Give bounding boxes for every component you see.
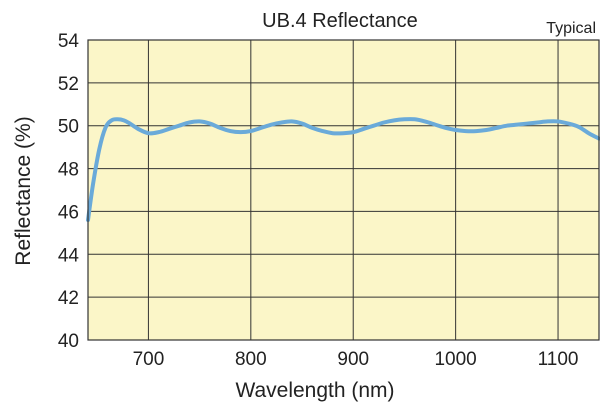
- reflectance-series-line: [86, 117, 600, 222]
- x-tick-labels: 700 800 900 1000 1100: [133, 349, 579, 370]
- x-tick-label: 900: [337, 349, 369, 370]
- y-tick-label: 50: [58, 117, 79, 138]
- chart-note: Typical: [546, 20, 596, 37]
- x-tick-label: 700: [133, 349, 165, 370]
- x-tick-label: 1100: [538, 349, 579, 370]
- x-axis-label: Wavelength (nm): [235, 379, 394, 402]
- y-tick-label: 54: [58, 31, 80, 52]
- x-tick-label: 1000: [434, 349, 476, 370]
- y-tick-label: 40: [58, 331, 79, 352]
- plot-area: [88, 40, 599, 340]
- y-tick-label: 44: [58, 245, 80, 266]
- y-tick-label: 52: [58, 74, 79, 95]
- chart-title: UB.4 Reflectance: [262, 10, 418, 32]
- y-tick-labels: 40 42 44 46 48 50 52 54: [58, 31, 80, 352]
- y-tick-label: 46: [58, 202, 79, 223]
- x-tick-label: 800: [235, 349, 267, 370]
- y-axis-label: Reflectance (%): [12, 116, 35, 265]
- x-gridlines: [147, 40, 559, 340]
- y-tick-label: 42: [58, 288, 79, 309]
- y-tick-label: 48: [58, 160, 79, 181]
- plot-frame: [87, 39, 600, 341]
